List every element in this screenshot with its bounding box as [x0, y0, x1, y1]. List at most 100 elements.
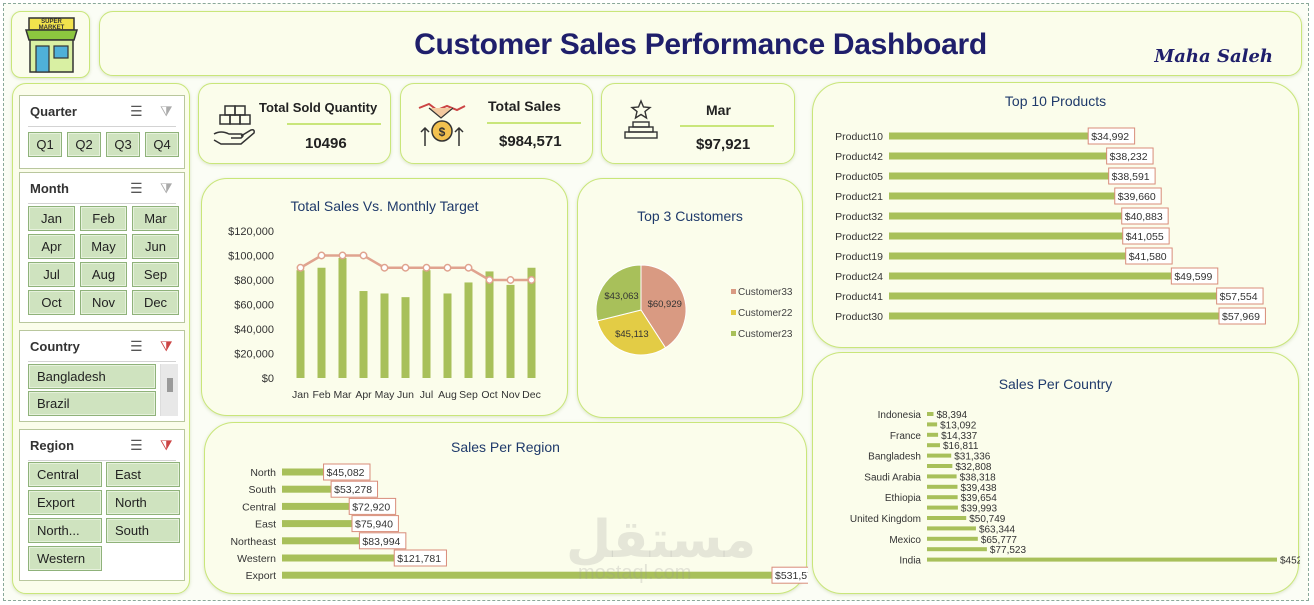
data-label-box — [1114, 187, 1162, 205]
country-scrollbar[interactable] — [160, 364, 178, 416]
category-label: Product21 — [835, 191, 883, 203]
scroll-thumb[interactable] — [167, 378, 173, 392]
slicer-item-export[interactable]: Export — [28, 490, 102, 515]
clear-filter-icon[interactable]: ⧩ — [160, 338, 173, 354]
bar — [282, 571, 772, 579]
multi-select-icon[interactable]: ☰ — [130, 180, 143, 196]
category-label: India — [899, 556, 921, 567]
data-label: $31,336 — [954, 452, 991, 463]
bar — [927, 516, 967, 520]
target-point — [401, 263, 410, 272]
category-label: Product24 — [835, 271, 883, 283]
slicer-item-may[interactable]: May — [80, 234, 127, 259]
target-point — [464, 263, 473, 272]
sales-bar — [464, 282, 473, 378]
title-panel: Customer Sales Performance Dashboard Mah… — [99, 11, 1302, 76]
slicer-item-q3[interactable]: Q3 — [106, 132, 140, 157]
quarter-slicer: Quarter ☰ ⧩ Q1 Q2 Q3 Q4 — [19, 95, 185, 169]
data-label: $45,082 — [327, 467, 365, 479]
bar — [927, 443, 940, 448]
slicer-item-oct[interactable]: Oct — [28, 290, 75, 315]
multi-select-icon[interactable]: ☰ — [130, 437, 143, 453]
bar — [889, 192, 1115, 200]
slicer-item-aug[interactable]: Aug — [80, 262, 127, 287]
clear-filter-icon[interactable]: ⧩ — [160, 103, 173, 119]
slicer-item-jan[interactable]: Jan — [28, 206, 75, 231]
multi-select-icon[interactable]: ☰ — [130, 338, 143, 354]
sales-bar — [422, 270, 431, 378]
data-label: $75,940 — [355, 519, 393, 531]
monthly-chart: $0 $20,000 $40,000 $60,000 $80,000 $100,000 $1… — [228, 226, 541, 401]
category-label: Product30 — [835, 311, 883, 323]
podium-star-icon — [624, 99, 658, 139]
y-tick-label: $120,000 — [228, 226, 274, 238]
bar — [889, 172, 1109, 180]
slicer-item-nov[interactable]: Nov — [80, 290, 127, 315]
slicer-item-feb[interactable]: Feb — [80, 206, 127, 231]
clear-filter-icon[interactable]: ⧩ — [160, 180, 173, 196]
x-tick-label: Sep — [459, 389, 478, 401]
logo-text-2: MARKET — [39, 25, 65, 31]
multi-select-icon[interactable]: ☰ — [130, 103, 143, 119]
target-point — [317, 251, 326, 260]
region-slicer-title: Region — [30, 438, 75, 453]
bar — [889, 132, 1089, 140]
sales-bar — [485, 271, 494, 378]
category-label: Indonesia — [878, 410, 922, 421]
kpi-card-month: Mar $97,921 — [601, 83, 795, 164]
kpi-sales-label: Total Sales — [488, 98, 561, 114]
watermark: مستقل — [566, 511, 757, 569]
clear-filter-icon[interactable]: ⧩ — [160, 437, 173, 453]
data-label-box — [323, 463, 371, 481]
category-label: Mexico — [889, 535, 921, 546]
data-label: $83,994 — [362, 536, 400, 548]
slicer-item-central[interactable]: Central — [28, 462, 102, 487]
pie-value-label: $45,113 — [615, 329, 649, 340]
slicer-item-south[interactable]: South — [106, 518, 180, 543]
slicer-item-q4[interactable]: Q4 — [145, 132, 179, 157]
slicer-item-northeast[interactable]: North... — [28, 518, 102, 543]
x-tick-label: Oct — [481, 389, 497, 401]
bar — [889, 252, 1126, 260]
customers-chart-panel: Top 3 Customers $60,929 Customer33 $45,113… — [577, 178, 803, 418]
y-tick-label: $60,000 — [234, 300, 274, 312]
slicer-item-bangladesh[interactable]: Bangladesh — [28, 364, 156, 389]
category-label: United Kingdom — [850, 514, 921, 525]
category-label: Product32 — [835, 211, 883, 223]
data-label: $531,576 — [775, 570, 808, 582]
filters-panel: Quarter ☰ ⧩ Q1 Q2 Q3 Q4 Month ☰ ⧩ Jan Fe… — [12, 83, 190, 594]
data-label: $32,808 — [955, 462, 992, 473]
slicer-item-western[interactable]: Western — [28, 546, 102, 571]
data-label: $38,232 — [1110, 151, 1148, 163]
data-label: $121,781 — [397, 553, 441, 565]
slicer-item-dec[interactable]: Dec — [132, 290, 179, 315]
data-label-box — [348, 497, 397, 515]
bar — [282, 537, 360, 545]
logo-text-1: SUPER — [41, 19, 62, 25]
category-label: Product10 — [835, 131, 883, 143]
data-label: $77,523 — [990, 545, 1027, 556]
bar — [927, 422, 938, 427]
data-label: $452,995 — [1280, 556, 1300, 567]
category-label: Bangladesh — [868, 452, 921, 463]
data-label: $50,749 — [969, 514, 1006, 525]
bar — [889, 292, 1217, 300]
slicer-item-q1[interactable]: Q1 — [28, 132, 62, 157]
bar — [927, 412, 934, 416]
slicer-item-east[interactable]: East — [106, 462, 180, 487]
bar — [889, 312, 1219, 320]
boxes-hand-icon — [213, 105, 255, 145]
slicer-item-sep[interactable]: Sep — [132, 262, 179, 287]
slicer-item-jun[interactable]: Jun — [132, 234, 179, 259]
slicer-item-brazil[interactable]: Brazil — [28, 391, 156, 416]
kpi-sales-value: $984,571 — [499, 133, 562, 150]
slicer-item-apr[interactable]: Apr — [28, 234, 75, 259]
data-label: $39,660 — [1118, 191, 1156, 203]
slicer-item-jul[interactable]: Jul — [28, 262, 75, 287]
kpi-month-label: Mar — [706, 102, 731, 118]
slicer-item-q2[interactable]: Q2 — [67, 132, 101, 157]
slicer-item-mar[interactable]: Mar — [132, 206, 179, 231]
x-tick-label: Apr — [355, 389, 372, 401]
slicer-item-north[interactable]: North — [106, 490, 180, 515]
kpi-card-sales: $ Total Sales $984,571 — [400, 83, 593, 164]
